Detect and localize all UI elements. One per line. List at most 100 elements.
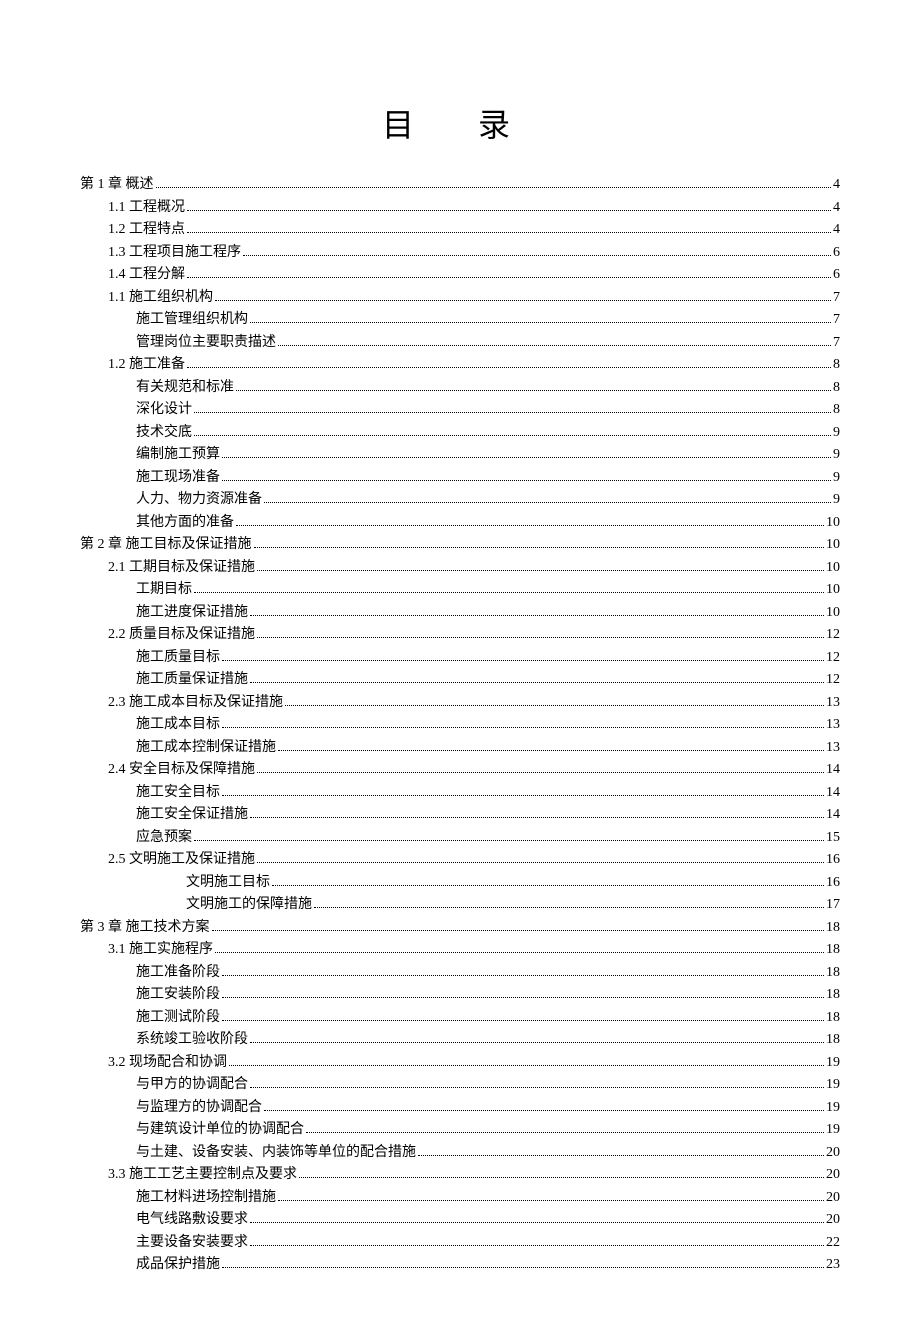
toc-entry-page: 14 [826, 759, 840, 780]
toc-entry-page: 20 [826, 1209, 840, 1230]
toc-entry-label: 与建筑设计单位的协调配合 [136, 1119, 304, 1140]
toc-entry: 技术交底9 [80, 422, 840, 443]
toc-entry: 其他方面的准备10 [80, 512, 840, 533]
toc-entry: 施工安装阶段18 [80, 984, 840, 1005]
toc-entry-page: 15 [826, 827, 840, 848]
toc-leader-dots [278, 1200, 824, 1201]
toc-entry: 主要设备安装要求22 [80, 1232, 840, 1253]
toc-entry-page: 19 [826, 1074, 840, 1095]
toc-leader-dots [187, 367, 831, 368]
toc-leader-dots [222, 975, 824, 976]
toc-entry-page: 8 [833, 399, 840, 420]
toc-entry-label: 施工安全目标 [136, 782, 220, 803]
toc-entry-label: 施工测试阶段 [136, 1007, 220, 1028]
toc-leader-dots [299, 1177, 824, 1178]
toc-leader-dots [254, 547, 825, 548]
toc-entry: 施工质量目标12 [80, 647, 840, 668]
toc-entry: 2.1 工期目标及保证措施10 [80, 557, 840, 578]
toc-entry: 2.2 质量目标及保证措施12 [80, 624, 840, 645]
toc-entry: 1.1 工程概况 4 [80, 197, 840, 218]
toc-entry-label: 施工管理组织机构 [136, 309, 248, 330]
toc-entry-page: 10 [826, 557, 840, 578]
toc-entry-label: 1.2 工程特点 [108, 219, 185, 240]
toc-leader-dots [222, 727, 824, 728]
toc-entry: 人力、物力资源准备9 [80, 489, 840, 510]
toc-entry-label: 1.3 工程项目施工程序 [108, 242, 241, 263]
toc-entry: 文明施工目标16 [80, 872, 840, 893]
toc-entry-label: 施工安全保证措施 [136, 804, 248, 825]
toc-entry-page: 4 [833, 219, 840, 240]
toc-entry: 第 2 章 施工目标及保证措施10 [80, 534, 840, 555]
toc-entry-page: 23 [826, 1254, 840, 1275]
toc-entry-label: 成品保护措施 [136, 1254, 220, 1275]
toc-entry: 施工质量保证措施12 [80, 669, 840, 690]
toc-leader-dots [222, 457, 831, 458]
toc-leader-dots [257, 637, 824, 638]
toc-entry: 系统竣工验收阶段18 [80, 1029, 840, 1050]
toc-entry: 与监理方的协调配合19 [80, 1097, 840, 1118]
toc-leader-dots [278, 345, 831, 346]
toc-entry-page: 18 [826, 962, 840, 983]
toc-entry: 2.5 文明施工及保证措施16 [80, 849, 840, 870]
toc-entry-label: 3.1 施工实施程序 [108, 939, 213, 960]
toc-entry-page: 4 [833, 197, 840, 218]
toc-entry: 施工准备阶段 18 [80, 962, 840, 983]
toc-entry: 1.2 工程特点 4 [80, 219, 840, 240]
toc-entry-label: 施工成本目标 [136, 714, 220, 735]
toc-entry-page: 18 [826, 984, 840, 1005]
toc-entry-page: 13 [826, 737, 840, 758]
toc-entry: 第 1 章 概述 4 [80, 174, 840, 195]
toc-entry: 施工进度保证措施10 [80, 602, 840, 623]
toc-entry-page: 10 [826, 602, 840, 623]
toc-entry: 3.3 施工工艺主要控制点及要求20 [80, 1164, 840, 1185]
toc-leader-dots [156, 187, 832, 188]
document-page: 目 录 第 1 章 概述41.1 工程概况41.2 工程特点41.3 工程项目施… [0, 0, 920, 1337]
toc-leader-dots [222, 660, 824, 661]
toc-entry-label: 文明施工的保障措施 [186, 894, 312, 915]
toc-entry: 深化设计 8 [80, 399, 840, 420]
toc-leader-dots [194, 840, 824, 841]
toc-leader-dots [194, 412, 831, 413]
toc-entry-page: 19 [826, 1119, 840, 1140]
toc-entry-page: 13 [826, 714, 840, 735]
toc-leader-dots [250, 1245, 824, 1246]
toc-leader-dots [222, 480, 831, 481]
toc-leader-dots [264, 1110, 824, 1111]
toc-entry-label: 应急预案 [136, 827, 192, 848]
toc-entry: 编制施工预算9 [80, 444, 840, 465]
toc-entry-label: 3.3 施工工艺主要控制点及要求 [108, 1164, 297, 1185]
toc-entry: 施工安全目标 14 [80, 782, 840, 803]
toc-leader-dots [187, 232, 831, 233]
toc-entry-page: 12 [826, 647, 840, 668]
toc-entry-page: 9 [833, 444, 840, 465]
toc-entry: 2.3 施工成本目标及保证措施13 [80, 692, 840, 713]
toc-entry-page: 7 [833, 332, 840, 353]
toc-entry-page: 16 [826, 849, 840, 870]
toc-entry-page: 14 [826, 782, 840, 803]
toc-entry-page: 4 [833, 174, 840, 195]
toc-entry: 施工安全保证措施14 [80, 804, 840, 825]
toc-entry: 施工测试阶段18 [80, 1007, 840, 1028]
toc-entry: 3.1 施工实施程序18 [80, 939, 840, 960]
toc-entry-label: 文明施工目标 [186, 872, 270, 893]
toc-entry-label: 与土建、设备安装、内装饰等单位的配合措施 [136, 1142, 416, 1163]
toc-entry-page: 19 [826, 1097, 840, 1118]
toc-entry: 第 3 章 施工技术方案18 [80, 917, 840, 938]
toc-entry-label: 2.2 质量目标及保证措施 [108, 624, 255, 645]
toc-entry-label: 技术交底 [136, 422, 192, 443]
toc-entry: 管理岗位主要职责描述7 [80, 332, 840, 353]
toc-entry-label: 1.2 施工准备 [108, 354, 185, 375]
toc-leader-dots [250, 1042, 824, 1043]
toc-entry: 有关规范和标准8 [80, 377, 840, 398]
toc-leader-dots [222, 1267, 824, 1268]
toc-leader-dots [187, 277, 831, 278]
toc-entry: 1.3 工程项目施工程序6 [80, 242, 840, 263]
toc-entry-label: 第 1 章 概述 [80, 174, 154, 195]
toc-leader-dots [236, 390, 831, 391]
toc-entry-label: 电气线路敷设要求 [136, 1209, 248, 1230]
toc-entry-page: 22 [826, 1232, 840, 1253]
toc-entry-label: 1.1 工程概况 [108, 197, 185, 218]
toc-entry-label: 深化设计 [136, 399, 192, 420]
toc-leader-dots [215, 300, 831, 301]
toc-entry-label: 施工准备阶段 [136, 962, 220, 983]
